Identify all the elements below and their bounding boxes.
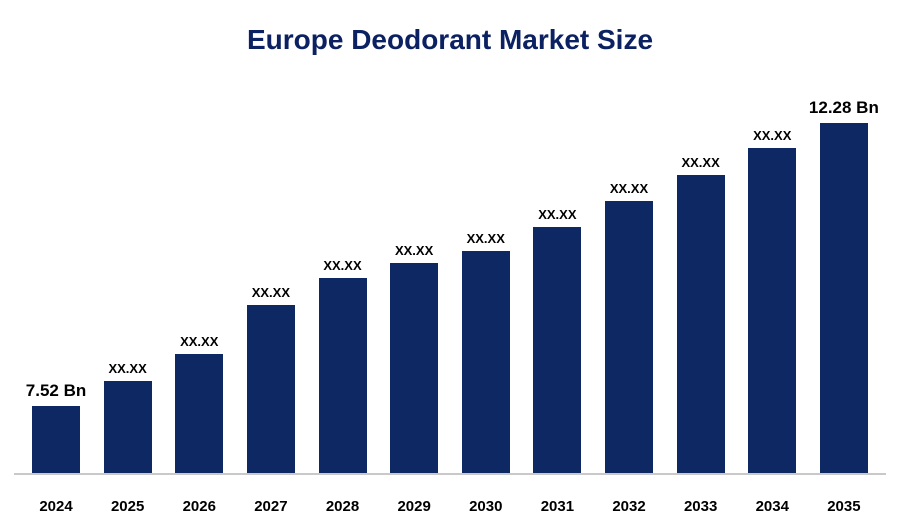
bar-value-label: XX.XX [394, 243, 434, 258]
bar [819, 123, 868, 473]
bar-column: XX.XX [748, 128, 797, 473]
x-axis-label: 2025 [110, 498, 145, 515]
x-axis-label: 2029 [397, 498, 431, 515]
bar-column: 7.52 Bn [26, 381, 86, 473]
chart-title: Europe Deodorant Market Size [246, 24, 654, 55]
bar-column: XX.XX [461, 231, 510, 473]
plot-area: 7.52 Bn XX.XX XX.XX XX.XX XX.XX XX.XX XX.XX XX.… [14, 60, 886, 475]
bar [748, 148, 797, 473]
bar [246, 305, 295, 473]
bar-value-label: XX.XX [753, 128, 792, 143]
bar-column: XX.XX [533, 207, 582, 473]
bar [676, 175, 725, 473]
bar-value-label: XX.XX [251, 285, 291, 300]
bar-value-label: 12.28 Bn [808, 98, 879, 117]
bar-value-label: XX.XX [180, 334, 219, 349]
x-axis: 2024 2025 2026 2027 2028 2029 2030 2031 2032 2033… [14, 498, 886, 515]
bar-value-label: XX.XX [323, 258, 362, 273]
bar-column: 12.28 Bn [809, 98, 879, 473]
x-axis-label: 2032 [612, 498, 646, 515]
x-axis-label: 2033 [683, 498, 718, 515]
x-axis-label: 2027 [254, 498, 288, 515]
bar-column: XX.XX [175, 334, 224, 473]
bar [390, 263, 439, 473]
bar-column: XX.XX [676, 155, 725, 473]
bar-column: XX.XX [246, 285, 295, 473]
x-axis-label: 2026 [182, 498, 216, 515]
bar-column: XX.XX [390, 243, 439, 473]
bar [32, 406, 80, 473]
x-axis-label: 2034 [755, 498, 789, 515]
bar-value-label: XX.XX [681, 155, 720, 170]
bar [318, 278, 367, 473]
bar [533, 227, 582, 473]
bar-column: XX.XX [605, 181, 653, 473]
bar-value-label: XX.XX [466, 231, 505, 246]
x-axis-label: 2031 [540, 498, 575, 515]
bar [175, 354, 224, 473]
bars-group: 7.52 Bn XX.XX XX.XX XX.XX XX.XX XX.XX XX.XX XX.… [14, 60, 886, 475]
bar-column: XX.XX [318, 258, 367, 473]
x-axis-label: 2024 [39, 498, 73, 515]
bar-column: XX.XX [103, 361, 152, 473]
bar-value-label: 7.52 Bn [25, 381, 87, 400]
bar [103, 381, 152, 473]
bar-value-label: XX.XX [609, 181, 649, 196]
x-axis-label: 2028 [325, 498, 360, 515]
bar-value-label: XX.XX [538, 207, 577, 222]
bar-value-label: XX.XX [108, 361, 147, 376]
bar [461, 251, 510, 473]
x-axis-label: 2030 [469, 498, 503, 515]
bar [605, 201, 653, 473]
x-axis-label: 2035 [827, 498, 861, 515]
